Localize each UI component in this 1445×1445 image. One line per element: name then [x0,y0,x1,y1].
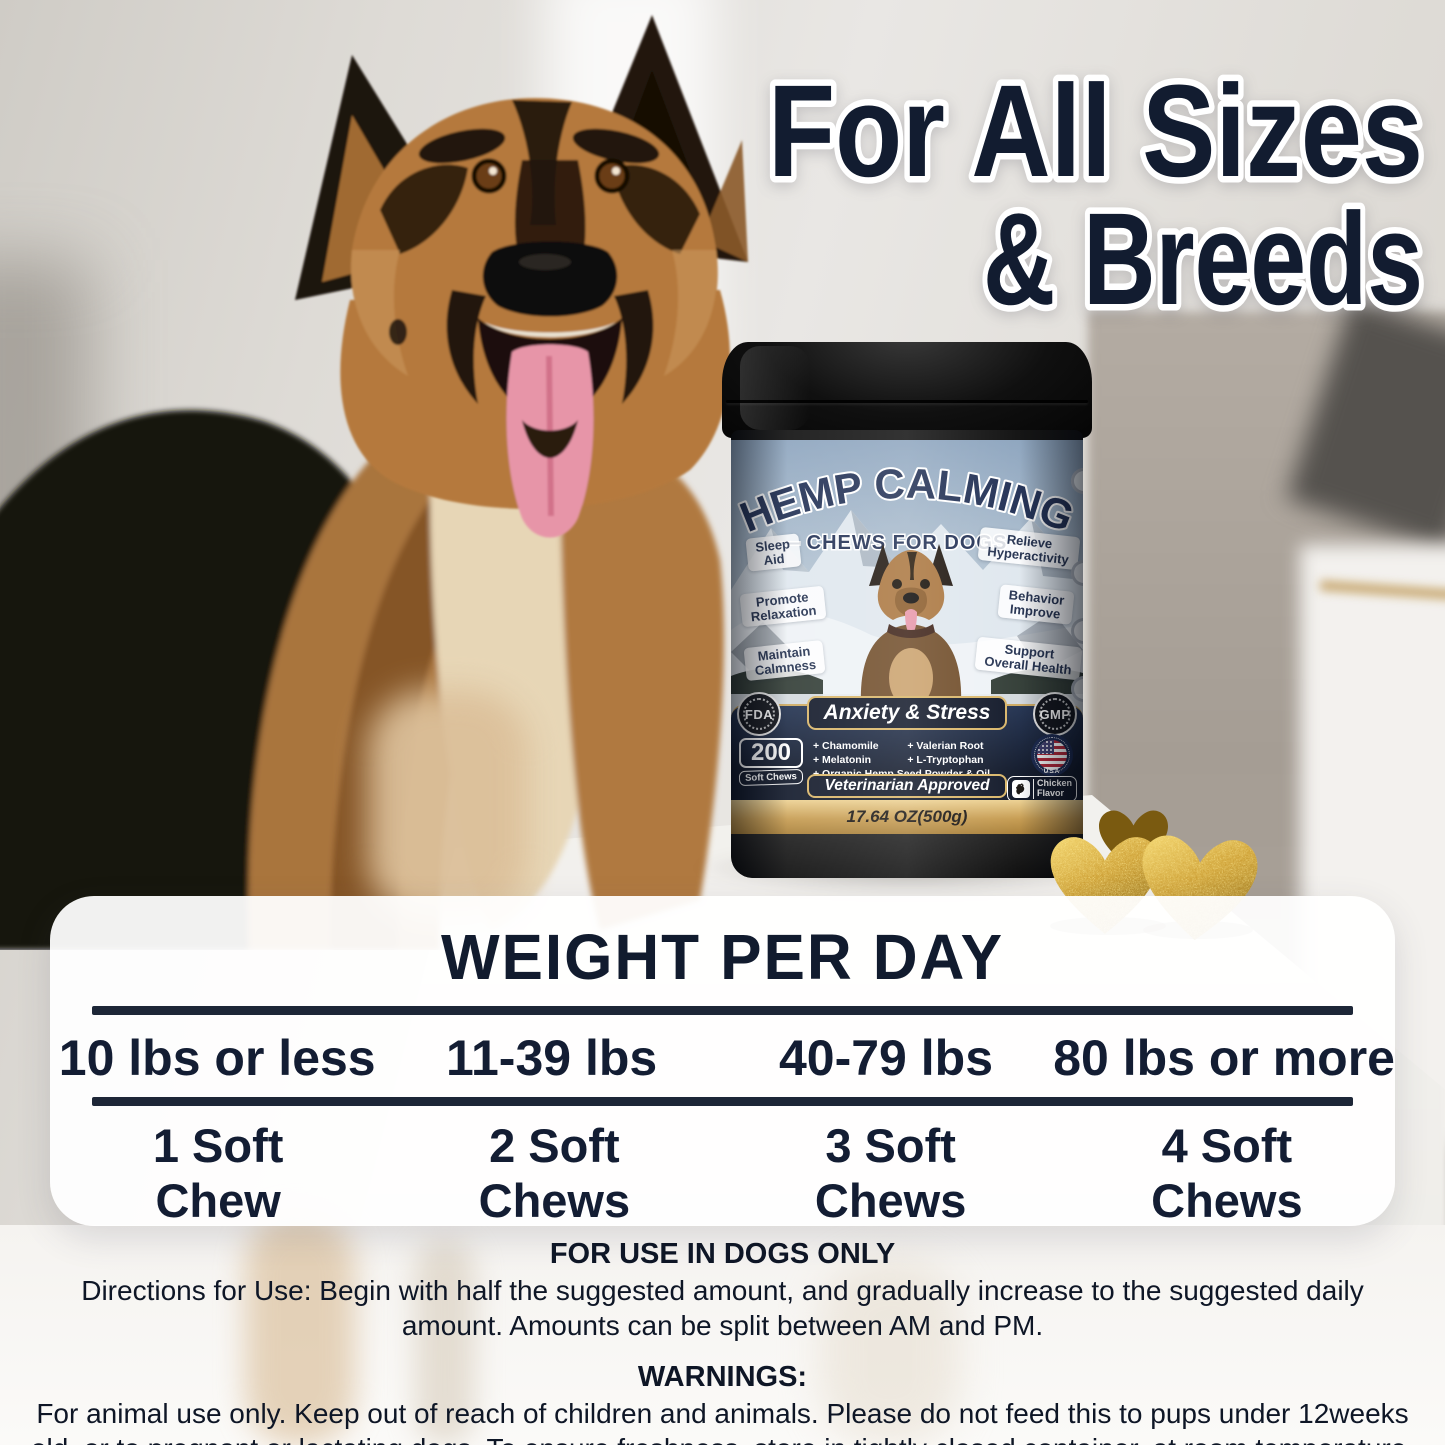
dosage-title: WEIGHT PER DAY [441,921,1004,993]
weight-range: 80 lbs or more [1053,1030,1395,1086]
divider [92,1006,1353,1015]
net-weight-band: 17.64 OZ(500g) [731,800,1083,834]
dose-line2: Chew [155,1174,281,1228]
label-info-panel: FDA Anxiety & Stress GMP 200 Soft Chews … [731,692,1083,800]
jar-base [731,834,1083,878]
warnings-heading: WARNINGS: [637,1361,808,1393]
weight-range: 11-39 lbs [445,1030,658,1086]
blurred-leg-2 [415,1240,475,1445]
headline: For All Sizes & Breeds [762,51,1430,329]
chicken-icon [1011,779,1030,798]
usa-flag-label: USA [1043,768,1061,775]
dose-line2: Chews [478,1174,631,1228]
weight-range: 40-79 lbs [778,1030,993,1086]
dose-value: 3 Soft Chews [723,1118,1059,1229]
ingredient: + Melatonin [813,754,872,767]
weight-header-row: 10 lbs or less 11-39 lbs 40-79 lbs 80 lb… [50,1029,1395,1087]
usage-section: FOR USE IN DOGS ONLY Directions for Use:… [0,1238,1445,1445]
usage-directions: Directions for Use: Begin with half the … [81,1275,1364,1341]
fda-seal-label: FDA [744,706,774,722]
vet-approved-text: Veterinarian Approved [824,777,990,794]
jar-body: HEMP CALMING — CHEWS FOR DOGS — [731,430,1083,878]
dose-line1: 2 Soft [489,1119,620,1172]
blurred-shape [820,1260,960,1445]
product-jar: HEMP CALMING — CHEWS FOR DOGS — [722,342,1092,878]
fda-seal-icon: FDA [737,692,781,736]
warnings-text: For animal use only. Keep out of reach o… [31,1398,1414,1445]
chew-count: 200 [739,738,803,769]
benefit-pill-sleep-aid: Sleep Aid [745,533,802,572]
dose-line2: Chews [814,1174,967,1228]
headline-line2: & Breeds [983,185,1423,328]
bottom-blur-area [0,1225,1445,1445]
headline-line1: For All Sizes [768,57,1423,204]
usa-flag-icon [1037,740,1067,770]
ingredient: + Chamomile [813,740,879,752]
dosage-panel: WEIGHT PER DAY 10 lbs or less 11-39 lbs … [50,896,1395,1229]
jar-lid [722,342,1092,438]
dose-value: 1 Soft Chew [50,1118,386,1229]
claim-banner: Anxiety & Stress [807,696,1007,730]
net-weight: 17.64 OZ(500g) [846,807,968,826]
dose-value: 2 Soft Chews [386,1118,722,1229]
dose-line1: 3 Soft [825,1119,956,1172]
dose-line2: Chews [1151,1174,1303,1228]
chew-count-unit: Soft Chews [738,769,804,787]
dose-line1: 4 Soft [1161,1119,1293,1172]
dose-value-row: 1 Soft Chew 2 Soft Chews 3 Soft Chews 4 … [50,1118,1395,1229]
ingredient: + Valerian Root [907,740,984,752]
usa-flag-badge: USA [1031,734,1073,776]
dose-line1: 1 Soft [152,1119,284,1172]
vet-approved-banner: Veterinarian Approved [807,774,1007,798]
dose-value: 4 Soft Chews [1059,1118,1395,1229]
gmp-seal-icon: GMP [1033,692,1077,736]
gmp-seal-label: GMP [1039,706,1071,722]
weight-range: 10 lbs or less [58,1030,376,1086]
divider [92,1097,1353,1106]
claim-banner-text: Anxiety & Stress [823,701,991,724]
chew-count-badge: 200 Soft Chews [738,738,804,787]
blurred-dog-leg [368,690,528,920]
blurred-leg-1 [245,1215,355,1445]
ingredient: + L-Tryptophan [907,754,984,767]
label-dog-illustration [860,544,962,706]
dog-head [295,15,748,538]
product-label: HEMP CALMING — CHEWS FOR DOGS — [731,440,1083,800]
usage-heading: FOR USE IN DOGS ONLY [549,1238,896,1270]
